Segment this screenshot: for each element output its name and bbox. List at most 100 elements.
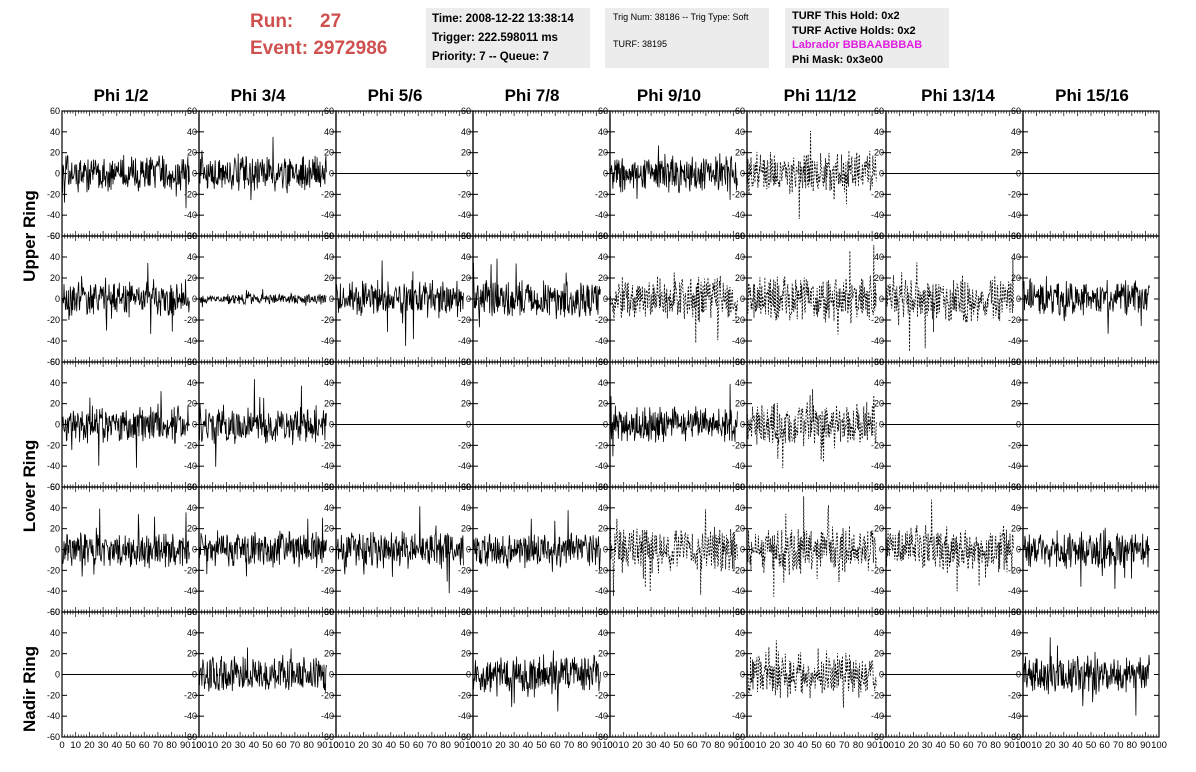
y-tick-label: 40 — [1011, 127, 1021, 137]
y-tick-label: -20 — [595, 690, 608, 700]
y-tick-label: -20 — [47, 189, 60, 199]
y-tick-label: 60 — [874, 231, 884, 241]
x-tick-label: 50 — [399, 740, 410, 751]
waveform-trace — [198, 647, 327, 692]
y-tick-label: -20 — [871, 189, 884, 199]
y-tick-label: 40 — [1011, 378, 1021, 388]
x-tick-label: 80 — [440, 740, 451, 751]
y-tick-label: -60 — [321, 732, 334, 742]
y-tick-label: 40 — [50, 628, 60, 638]
y-tick-label: 0 — [603, 169, 608, 179]
x-tick-label: 50 — [673, 740, 684, 751]
y-tick-label: 20 — [1011, 273, 1021, 283]
y-tick-label: -20 — [595, 440, 608, 450]
x-tick-label: 10 — [481, 740, 492, 751]
x-tick-label: 40 — [936, 740, 947, 751]
y-tick-label: -40 — [321, 586, 334, 596]
x-tick-label: 50 — [262, 740, 273, 751]
y-tick-label: -40 — [321, 336, 334, 346]
x-tick-label: 90 — [454, 740, 465, 751]
y-tick-label: -20 — [321, 440, 334, 450]
y-tick-label: -40 — [458, 336, 471, 346]
y-tick-label: 0 — [55, 545, 60, 555]
x-tick-label: 0 — [470, 740, 475, 751]
y-tick-label: 20 — [324, 273, 334, 283]
y-tick-label: -20 — [1008, 690, 1021, 700]
y-tick-label: 0 — [740, 169, 745, 179]
panel-lower-ring-a-phi-1-2: 60 40 20 0 -20 -40 -60 — [47, 357, 200, 492]
y-tick-label: 0 — [603, 294, 608, 304]
y-tick-label: 40 — [50, 503, 60, 513]
y-tick-label: -40 — [458, 461, 471, 471]
x-tick-label: 50 — [811, 740, 822, 751]
y-tick-label: -20 — [47, 315, 60, 325]
x-tick-label: 90 — [1004, 740, 1015, 751]
y-tick-label: 20 — [187, 273, 197, 283]
y-tick-label: 0 — [55, 294, 60, 304]
y-tick-label: 60 — [187, 607, 197, 617]
y-tick-label: 0 — [879, 294, 884, 304]
y-tick-label: -60 — [458, 732, 471, 742]
x-tick-label: 30 — [922, 740, 933, 751]
y-tick-label: 0 — [329, 670, 334, 680]
y-tick-label: 20 — [324, 399, 334, 409]
waveform-trace — [472, 510, 601, 572]
x-tick-label: 40 — [660, 740, 671, 751]
x-tick-label: 0 — [744, 740, 749, 751]
y-tick-label: 20 — [1011, 649, 1021, 659]
y-tick-label: 40 — [598, 628, 608, 638]
y-tick-label: -40 — [321, 711, 334, 721]
y-tick-label: 40 — [874, 628, 884, 638]
x-tick-label: 0 — [1020, 740, 1025, 751]
y-tick-label: 20 — [735, 273, 745, 283]
x-tick-label: 70 — [290, 740, 301, 751]
x-tick-label: 100 — [328, 740, 344, 751]
y-tick-label: -40 — [595, 336, 608, 346]
y-tick-label: -20 — [47, 690, 60, 700]
y-tick-label: 60 — [874, 106, 884, 116]
y-tick-label: -40 — [1008, 336, 1021, 346]
y-tick-label: 0 — [603, 670, 608, 680]
y-tick-label: 60 — [461, 482, 471, 492]
y-tick-label: -20 — [595, 189, 608, 199]
y-tick-label: 20 — [187, 649, 197, 659]
y-tick-label: -20 — [47, 440, 60, 450]
y-tick-label: 60 — [598, 482, 608, 492]
y-tick-label: -40 — [871, 336, 884, 346]
turf-active-holds-text: TURF Active Holds: 0x2 — [792, 24, 916, 37]
x-tick-label: 0 — [59, 740, 64, 751]
column-title-phi-15-16: Phi 15/16 — [1055, 86, 1129, 105]
y-tick-label: -40 — [1008, 210, 1021, 220]
y-tick-label: 0 — [192, 545, 197, 555]
waveform-trace — [609, 272, 738, 343]
y-tick-label: 0 — [603, 545, 608, 555]
y-tick-label: -40 — [47, 210, 60, 220]
waveform-trace — [746, 244, 877, 335]
y-tick-label: 40 — [461, 503, 471, 513]
y-tick-label: -40 — [47, 711, 60, 721]
panel-upper-ring-a-phi-1-2: 60 40 20 0 -20 -40 -60 — [47, 106, 200, 241]
time-text: Time: 2008-12-22 13:38:14 — [432, 13, 574, 25]
y-tick-label: 0 — [879, 169, 884, 179]
waveform-trace — [198, 517, 327, 577]
panel-nadir-ring-phi-13-14: 60 40 20 0 -20 -40 -60 — [871, 607, 1024, 742]
y-tick-label: 40 — [598, 127, 608, 137]
panel-lower-ring-b-phi-1-2: 60 40 20 0 -20 -40 -60 — [47, 482, 200, 617]
y-tick-label: -60 — [47, 732, 60, 742]
y-tick-label: -40 — [595, 210, 608, 220]
y-tick-label: 60 — [874, 607, 884, 617]
y-tick-label: 60 — [461, 357, 471, 367]
y-tick-label: 40 — [1011, 252, 1021, 262]
y-tick-label: -40 — [732, 336, 745, 346]
y-tick-label: 0 — [879, 420, 884, 430]
